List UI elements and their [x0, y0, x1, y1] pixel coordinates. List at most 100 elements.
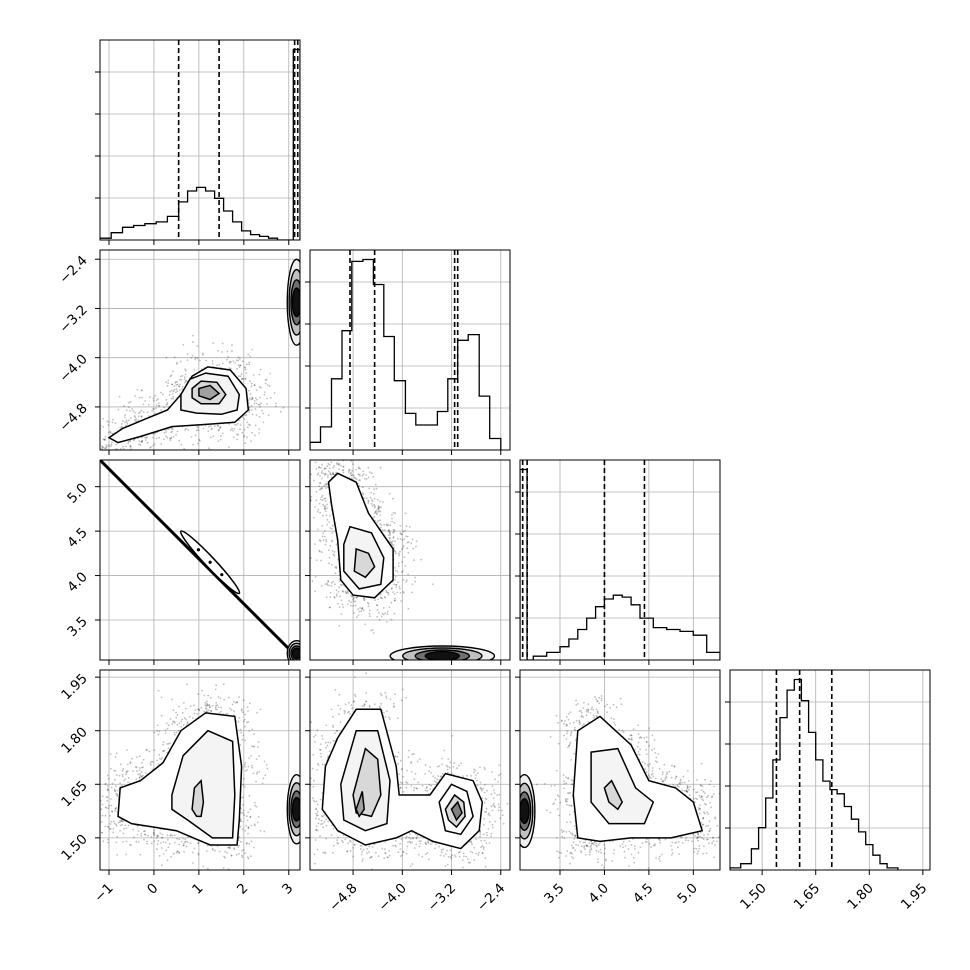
sample-point: [248, 702, 251, 705]
sample-point: [332, 726, 335, 728]
sample-point: [382, 613, 385, 616]
sample-point: [646, 741, 648, 743]
sample-point: [205, 359, 208, 362]
sample-point: [390, 601, 393, 604]
sample-point: [107, 424, 110, 426]
sample-point: [173, 834, 176, 837]
sample-point: [205, 700, 208, 703]
sample-point: [413, 786, 416, 789]
sample-point: [134, 456, 136, 458]
sample-point: [319, 481, 322, 484]
sample-point: [402, 775, 404, 778]
sample-point: [196, 357, 199, 360]
sample-point: [247, 353, 250, 356]
sample-point: [341, 839, 343, 842]
sample-point: [380, 524, 383, 527]
sample-point: [259, 396, 261, 399]
sample-point: [706, 838, 709, 841]
sample-point: [349, 713, 351, 715]
sample-point: [95, 448, 97, 450]
sample-point: [675, 841, 678, 844]
sample-point: [720, 783, 722, 785]
x-tick-label: −3.2: [425, 880, 459, 914]
sample-point: [588, 842, 591, 845]
sample-point: [143, 830, 146, 833]
sample-point: [136, 833, 139, 836]
density-contour: [590, 747, 655, 825]
sample-point: [237, 356, 240, 358]
sample-point: [493, 792, 496, 794]
sample-point: [160, 836, 163, 839]
sample-point: [368, 845, 371, 848]
sample-point: [704, 812, 706, 815]
sample-point: [324, 530, 326, 533]
sample-point: [634, 848, 636, 850]
x-tick-label: −2.4: [474, 880, 508, 914]
sample-point: [484, 784, 486, 786]
sample-point: [597, 851, 600, 853]
sample-point: [673, 765, 676, 768]
sample-point: [596, 715, 598, 718]
sample-point: [184, 718, 187, 721]
sample-point: [238, 696, 240, 699]
sample-point: [411, 837, 414, 839]
sample-point: [409, 833, 411, 836]
sample-point: [620, 703, 623, 706]
sample-point: [351, 595, 353, 598]
sample-point: [695, 847, 698, 850]
sample-point: [432, 775, 435, 778]
sample-point: [192, 334, 194, 337]
sample-point: [588, 853, 591, 856]
sample-point: [217, 349, 220, 352]
sample-point: [376, 609, 379, 611]
sample-point: [241, 828, 244, 830]
sample-point: [228, 846, 230, 849]
sample-point: [699, 808, 702, 810]
sample-point: [701, 798, 704, 801]
sample-point: [600, 851, 602, 854]
sample-point: [273, 392, 276, 394]
sample-point: [217, 424, 219, 427]
sample-point: [316, 511, 319, 513]
sample-point: [97, 440, 99, 442]
sample-point: [569, 862, 571, 865]
sample-point: [303, 824, 305, 826]
sample-point: [481, 789, 483, 792]
sample-point: [183, 447, 186, 450]
sample-point: [119, 819, 121, 822]
sample-point: [346, 850, 349, 853]
x-tick-label: 5.0: [674, 880, 701, 907]
sample-point: [216, 704, 219, 706]
sample-point: [408, 526, 411, 528]
sample-point: [230, 709, 233, 711]
sample-point: [176, 850, 179, 853]
sample-point: [713, 785, 715, 788]
sample-point: [157, 689, 160, 692]
sample-point: [334, 583, 336, 586]
sample-point: [707, 813, 710, 815]
sample-point: [637, 751, 640, 753]
sample-point: [398, 585, 401, 588]
sample-point: [329, 596, 332, 598]
sample-point: [321, 551, 323, 553]
sample-point: [185, 369, 187, 372]
sample-point: [365, 455, 367, 457]
sample-point: [706, 796, 708, 798]
sample-point: [172, 395, 175, 398]
sample-point: [170, 397, 173, 400]
sample-point: [244, 414, 247, 417]
sample-point: [338, 578, 341, 581]
sample-point: [134, 411, 136, 414]
sample-point: [437, 775, 440, 777]
sample-point: [684, 839, 687, 842]
sample-point: [245, 825, 248, 827]
sample-point: [705, 852, 708, 855]
sample-point: [149, 396, 151, 399]
sample-point: [498, 806, 501, 809]
sample-point: [172, 709, 175, 712]
sample-point: [402, 579, 405, 581]
sample-point: [456, 767, 458, 770]
sample-point: [478, 851, 480, 854]
sample-point: [152, 444, 155, 447]
sample-point: [387, 856, 389, 859]
